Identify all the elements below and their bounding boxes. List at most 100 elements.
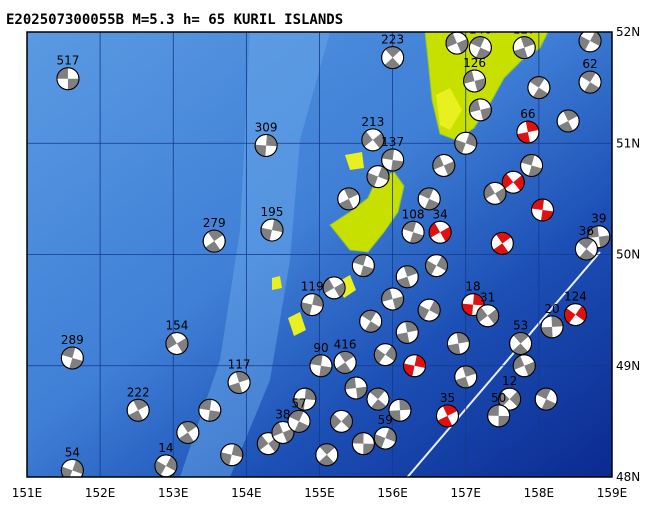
beachball-outline [534,387,558,411]
beachball-outline [351,432,375,456]
beachball-outline [446,332,470,355]
focal-mechanism [463,69,487,93]
beachball-outline [198,398,222,422]
beachball-quadrant [580,71,596,83]
lon-tick-label: 158E [524,486,555,500]
beachball-quadrant [579,248,595,260]
focal-mechanism [509,332,533,355]
focal-mechanism [490,231,514,255]
beachball-outline [165,332,189,355]
beachball-outline [56,67,80,91]
beachball-outline [527,76,551,100]
beachball-outline [60,346,84,370]
beachball-outline [315,443,339,467]
depth-label: 35 [440,391,455,405]
beachball-quadrant [220,452,232,466]
focal-mechanism [381,287,405,311]
beachball-quadrant [384,57,401,69]
beachball-outline [256,432,280,456]
beachball-quadrant [418,304,430,320]
focal-mechanism [60,346,84,370]
lon-tick-label: 152E [85,486,116,500]
beachball-outline [254,133,278,157]
beachball-quadrant [424,198,440,210]
grid [27,32,612,477]
beachball-quadrant [590,32,602,47]
beachball-quadrant [513,175,525,191]
beachball-outline [401,220,425,244]
focal-mechanism [344,376,368,400]
beachball-outline [563,303,587,327]
beachball-quadrant [470,36,485,48]
beachball-quadrant [61,466,73,477]
beachball-quadrant [319,365,332,377]
beachball-outline [366,165,390,189]
lat-tick-label: 52N [616,25,640,39]
beachball-quadrant [541,326,553,338]
focal-mechanism [333,350,357,374]
beachball-quadrant [551,315,564,327]
beachball-outline [60,458,84,477]
beachball-outline [425,254,448,278]
beachball-quadrant [564,308,576,324]
beachball-quadrant [385,345,397,362]
focal-mechanism [315,443,339,467]
shumshu [345,152,364,170]
focal-mechanism [516,120,540,144]
beachball-outline [202,229,226,253]
beachball-quadrant [529,76,545,88]
beachball-outline [366,387,390,411]
depth-label: 14 [158,441,173,455]
beachball-outline [468,36,492,60]
depth-label: 223 [381,33,404,47]
depth-label: 59 [378,413,393,427]
beachball-quadrant [352,432,364,444]
beachball-quadrant [440,226,452,242]
paramushir [329,171,405,253]
depth-label: 31 [480,291,495,305]
beachball-outline [556,109,580,133]
lat-tick-label: 51N [616,136,640,150]
beachball-outline [417,298,441,322]
focal-mechanism [435,404,459,428]
focal-mechanism [556,109,580,133]
focal-mechanism [300,293,324,317]
beachball-quadrant [541,399,557,411]
lon-tick-label: 151E [12,486,43,500]
beachball-outline [487,404,511,428]
beachball-quadrant [462,303,474,316]
beachball-outline [490,231,514,255]
depth-label: 126 [463,56,486,70]
beachball-outline [403,354,427,378]
beachball-quadrant [475,47,491,59]
beachball-quadrant [255,144,267,157]
depth-label: 154 [165,319,188,333]
beachball-outline [260,218,284,242]
beachball-quadrant [442,404,458,416]
focal-mechanism [361,128,385,152]
depth-label: 108 [402,207,425,221]
beachball-quadrant [361,310,377,322]
beachball-quadrant [536,388,551,400]
focal-mechanism [446,332,470,355]
beachball-outline [509,332,533,355]
beachball-outline [428,220,452,244]
focal-mechanism [322,276,346,300]
beachball-outline [574,237,598,261]
beachball-quadrant [310,354,323,366]
depth-label: 57 [291,396,306,410]
beachball-quadrant [343,187,359,199]
beachball-quadrant [266,134,278,147]
focal-mechanism [359,309,383,333]
focal-mechanism [351,254,375,278]
focal-mechanism [512,354,536,378]
beachball-quadrant [364,321,381,333]
focal-mechanism [260,218,284,242]
focal-mechanism [534,387,558,411]
beachball-quadrant [318,454,335,466]
depth-label: 117 [228,357,251,371]
beachball-quadrant [56,67,68,79]
focal-mechanism [445,32,469,55]
beachball-outline [329,409,353,433]
